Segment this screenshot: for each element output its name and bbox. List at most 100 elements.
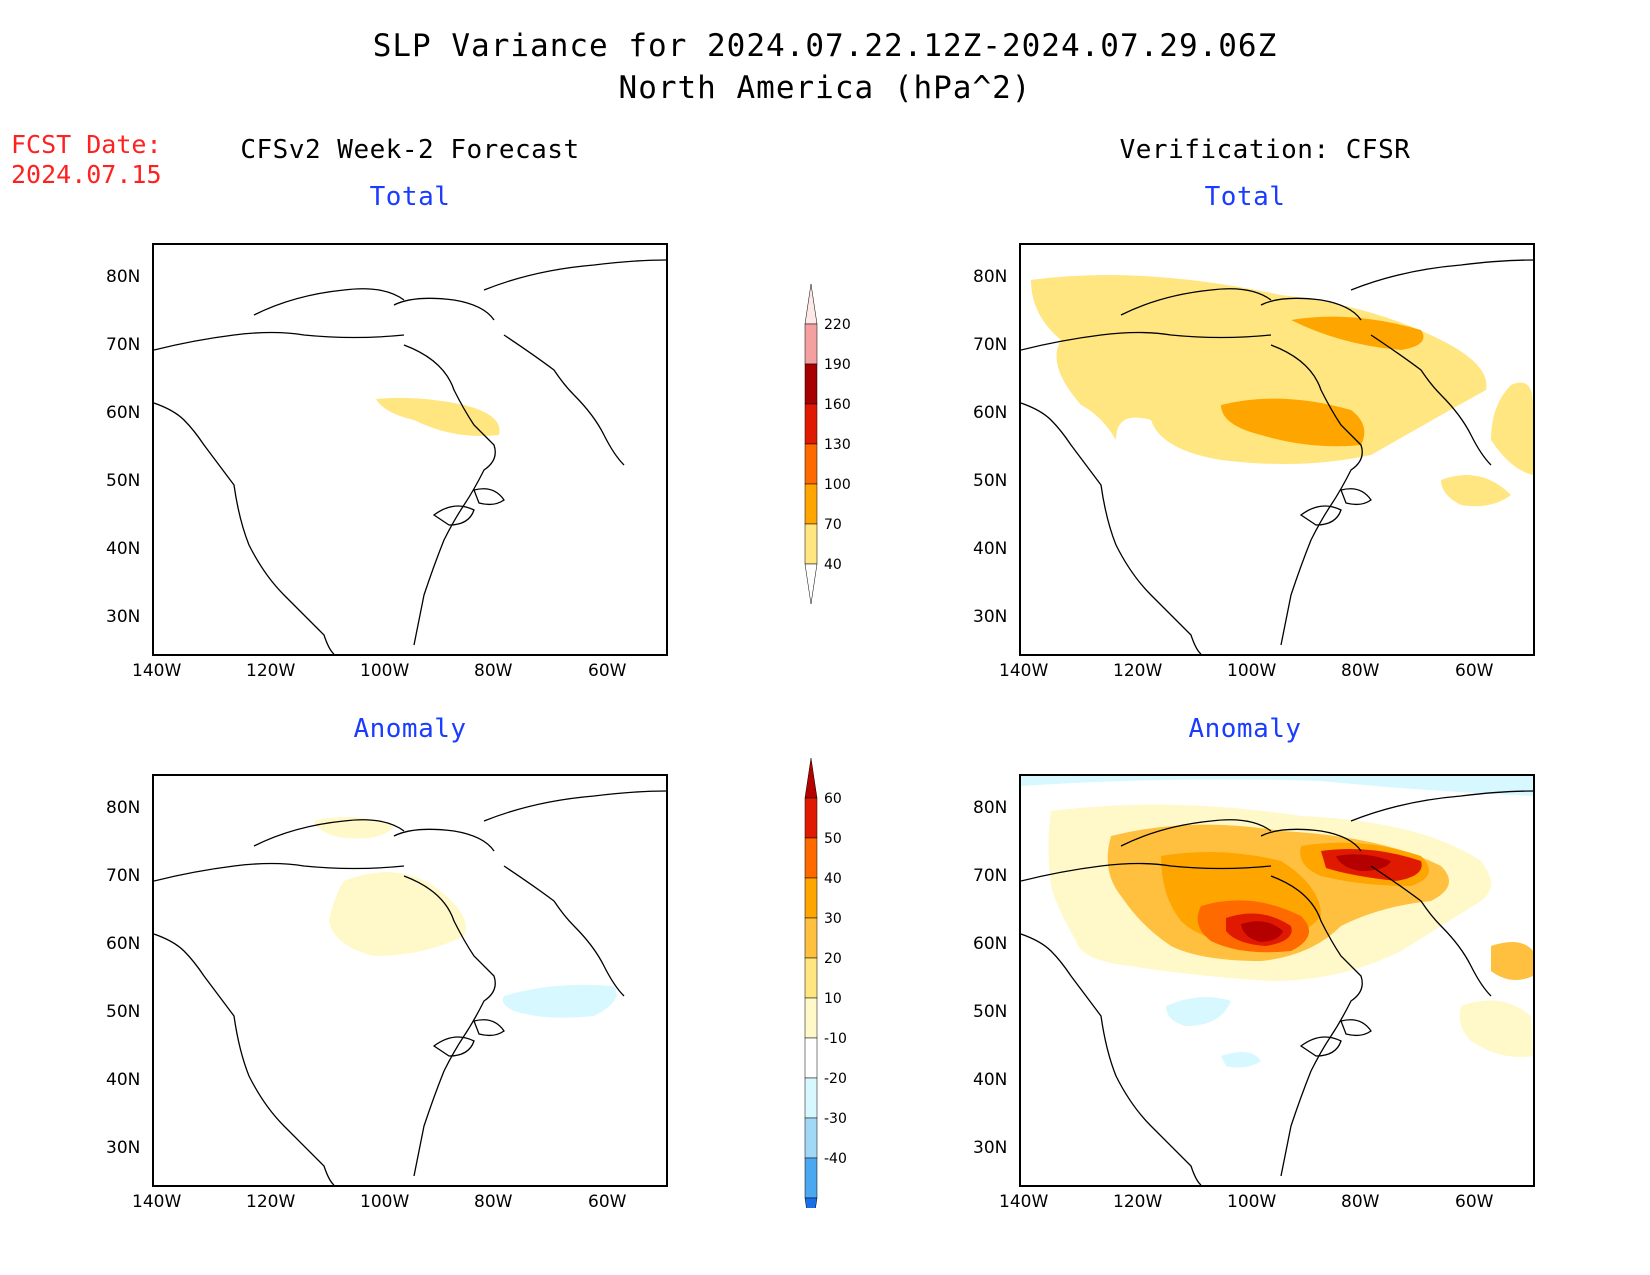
lat-tick-label: 80N: [106, 267, 141, 287]
colorbar-segment: [804, 997, 818, 1039]
colorbar-tick-label: 70: [824, 517, 842, 533]
coastline: [393, 828, 495, 852]
panel-tl-subtitle: Total: [369, 182, 451, 212]
panel-br-subtitle: Anomaly: [1188, 714, 1302, 744]
lat-tick-label: 40N: [973, 539, 1008, 559]
lat-tick-label: 60N: [106, 934, 141, 954]
colorbar-tick-label: 30: [824, 911, 842, 927]
colorbar-segment: [804, 797, 818, 839]
colorbar-tick-label: -30: [824, 1111, 847, 1127]
lat-tick-label: 50N: [973, 471, 1008, 491]
lon-tick-label: 60W: [588, 661, 627, 681]
map-panel-verification-anomaly: [1019, 774, 1535, 1187]
lon-tick-label: 120W: [246, 661, 296, 681]
lat-tick-label: 50N: [106, 1002, 141, 1022]
coastline: [1350, 790, 1533, 822]
colorbar-tick-label: -20: [824, 1071, 847, 1087]
coastline: [154, 331, 405, 351]
coastline: [1021, 933, 1202, 1185]
lat-tick-label: 30N: [106, 607, 141, 627]
coastline: [154, 933, 335, 1185]
coastline: [1021, 331, 1272, 351]
coastline: [1340, 1019, 1372, 1037]
colorbar-segment: [804, 917, 818, 959]
left-column-title: CFSv2 Week-2 Forecast: [240, 135, 580, 165]
colorbar-tick-label: 20: [824, 951, 842, 967]
colorbar-segment: [804, 1037, 818, 1079]
lon-tick-label: 60W: [588, 1192, 627, 1212]
colorbar-segment: [804, 483, 818, 525]
lon-tick-label: 60W: [1455, 1192, 1494, 1212]
coastline: [1270, 875, 1363, 1177]
coastline: [1120, 288, 1272, 316]
lon-tick-label: 60W: [1455, 661, 1494, 681]
coastline: [483, 259, 666, 291]
map-panel-forecast-anomaly: [152, 774, 668, 1187]
colorbar-segment: [804, 877, 818, 919]
colorbar-tick-label: -40: [824, 1151, 847, 1167]
lat-tick-label: 40N: [106, 1070, 141, 1090]
coastline: [1299, 505, 1342, 526]
coastline: [253, 819, 405, 847]
lat-tick-label: 30N: [106, 1138, 141, 1158]
lat-tick-label: 40N: [973, 1070, 1008, 1090]
lat-tick-label: 70N: [973, 866, 1008, 886]
fcst-date-label: FCST Date:: [11, 130, 162, 159]
map-panel-verification-total: [1019, 243, 1535, 656]
lat-tick-label: 70N: [106, 866, 141, 886]
colorbar-tick-label: 40: [824, 557, 842, 573]
lon-tick-label: 120W: [1113, 1192, 1163, 1212]
coastline: [432, 505, 475, 526]
colorbar-tick-label: 60: [824, 791, 842, 807]
lat-tick-label: 80N: [973, 798, 1008, 818]
colorbar-segment: [804, 1077, 818, 1119]
coastline: [1299, 1036, 1342, 1057]
colorbar-segment: [804, 443, 818, 485]
lat-tick-label: 60N: [106, 403, 141, 423]
lon-tick-label: 120W: [246, 1192, 296, 1212]
colorbar-segment: [804, 403, 818, 445]
coastline: [1260, 297, 1362, 321]
total-colorbar: 40 70 100 130 160 190 220: [800, 283, 860, 614]
map-panel-forecast-total: [152, 243, 668, 656]
coastline: [1260, 828, 1362, 852]
colorbar-tick-label: 160: [824, 397, 851, 413]
lon-tick-label: 140W: [999, 1192, 1049, 1212]
coastline: [1120, 819, 1272, 847]
lat-tick-label: 70N: [973, 335, 1008, 355]
lon-tick-label: 100W: [1227, 1192, 1277, 1212]
panel-bl-subtitle: Anomaly: [353, 714, 467, 744]
lat-tick-label: 50N: [106, 471, 141, 491]
coastline: [1370, 334, 1492, 466]
colorbar-segment: [804, 957, 818, 999]
colorbar-segment: [804, 1117, 818, 1159]
lon-tick-label: 80W: [474, 661, 513, 681]
right-column-title: Verification: CFSR: [1119, 135, 1411, 165]
coastline: [393, 297, 495, 321]
lon-tick-label: 100W: [1227, 661, 1277, 681]
lon-tick-label: 100W: [360, 661, 410, 681]
colorbar-tick-label: 10: [824, 991, 842, 1007]
coastline: [403, 344, 496, 646]
lat-tick-label: 40N: [106, 539, 141, 559]
colorbar-segment: [804, 523, 818, 565]
lat-tick-label: 30N: [973, 1138, 1008, 1158]
coastline: [503, 334, 625, 466]
lon-tick-label: 80W: [474, 1192, 513, 1212]
coastline: [154, 402, 335, 654]
coastline: [432, 1036, 475, 1057]
main-subtitle: North America (hPa^2): [618, 70, 1032, 106]
lat-tick-label: 50N: [973, 1002, 1008, 1022]
colorbar-bottom-arrow: [804, 1197, 818, 1239]
lat-tick-label: 60N: [973, 934, 1008, 954]
colorbar-tick-label: 220: [824, 317, 851, 333]
colorbar-segment: [804, 1157, 818, 1199]
colorbar-tick-label: 130: [824, 437, 851, 453]
lon-tick-label: 140W: [132, 1192, 182, 1212]
lon-tick-label: 140W: [999, 661, 1049, 681]
coastline: [483, 790, 666, 822]
coastline: [1021, 862, 1272, 882]
main-title: SLP Variance for 2024.07.22.12Z-2024.07.…: [372, 28, 1278, 64]
coastline: [1340, 488, 1372, 506]
lon-tick-label: 120W: [1113, 661, 1163, 681]
